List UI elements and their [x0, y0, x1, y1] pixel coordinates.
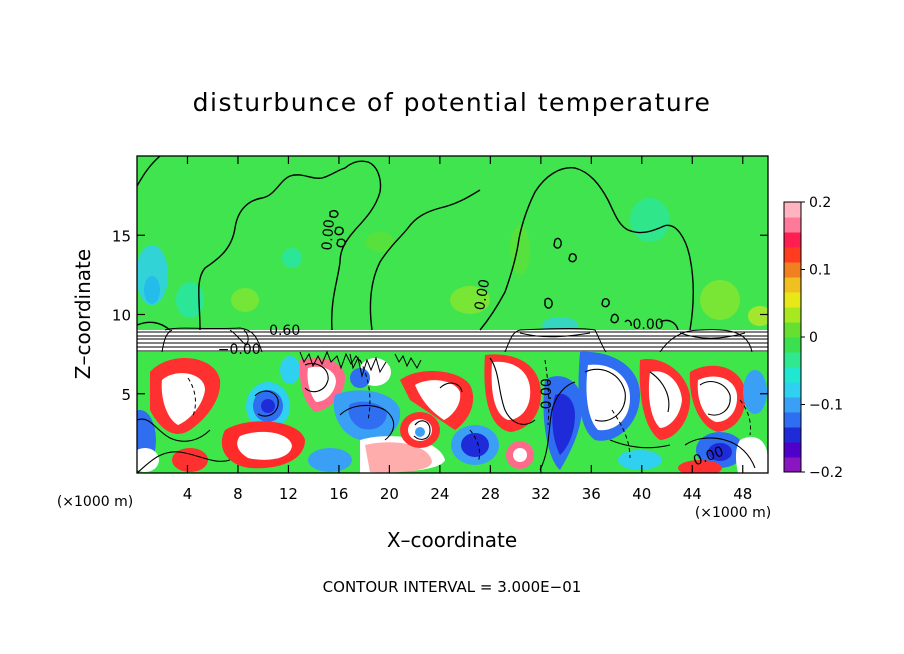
colorbar-tick-label: 0.1	[809, 263, 831, 279]
y-tick-label: 5	[121, 386, 131, 404]
colorbar-swatch	[784, 232, 801, 248]
contour-label: 0.60	[269, 323, 300, 339]
colorbar-swatch	[784, 412, 801, 428]
x-tick-label: 48	[733, 485, 752, 503]
x-tick-label: 12	[279, 485, 298, 503]
y-axis-label: Z–coordinate	[71, 249, 95, 379]
y-axis: 5 10 15	[112, 227, 768, 404]
x-tick-label: 20	[380, 485, 399, 503]
colorbar-swatch	[784, 442, 801, 458]
x-axis: 4 8 12 16 20 24 28 32 36 40 44 48	[183, 156, 752, 503]
chart-title: disturbunce of potential temperature	[193, 88, 712, 117]
x-tick-label: 36	[582, 485, 601, 503]
colorbar-tick-label: 0.2	[809, 195, 831, 211]
colorbar-swatch	[784, 352, 801, 368]
x-unit-right: (×1000 m)	[695, 505, 771, 521]
x-tick-label: 40	[632, 485, 651, 503]
colorbar-swatch	[784, 367, 801, 383]
contour-label: 0.00	[472, 278, 493, 311]
y-tick-label: 10	[112, 307, 131, 325]
contour-label: −0.00	[218, 342, 261, 358]
colorbar-tick-label: −0.2	[809, 465, 843, 481]
contour-label: 0.00	[633, 317, 664, 333]
x-tick-label: 24	[430, 485, 449, 503]
plot-area: 0.60 −0.00 0.00 0.00 0.00 0.00 0.00	[137, 156, 768, 473]
x-axis-label: X–coordinate	[387, 528, 517, 552]
colorbar-swatch	[784, 262, 801, 278]
x-tick-label: 28	[481, 485, 500, 503]
colorbar-swatch	[784, 292, 801, 308]
colorbar-swatch	[784, 427, 801, 443]
colorbar-swatch	[784, 382, 801, 398]
x-tick-label: 32	[531, 485, 550, 503]
contour-label: 0.00	[319, 219, 338, 251]
colorbar-tick-label: −0.1	[809, 398, 843, 414]
colorbar-swatch	[784, 337, 801, 353]
colorbar-swatch	[784, 247, 801, 263]
colorbar-tick-label: 0	[809, 330, 818, 346]
x-tick-label: 16	[329, 485, 348, 503]
y-tick-label: 15	[112, 227, 131, 245]
x-unit-left: (×1000 m)	[57, 494, 133, 510]
x-tick-label: 8	[233, 485, 243, 503]
contour-interval-note: CONTOUR INTERVAL = 3.000E−01	[323, 578, 582, 596]
colorbar-swatch	[784, 202, 801, 218]
colorbar-swatch	[784, 307, 801, 323]
colorbar: 0.2 0.1 0 −0.1 −0.2	[783, 195, 843, 481]
colorbar-swatch	[784, 457, 801, 473]
colorbar-swatch	[784, 322, 801, 338]
x-tick-label: 4	[183, 485, 193, 503]
colorbar-swatch	[784, 397, 801, 413]
colorbar-swatch	[784, 277, 801, 293]
colorbar-swatch	[784, 217, 801, 233]
x-tick-label: 44	[683, 485, 702, 503]
contour-label: 0.00	[539, 378, 555, 409]
